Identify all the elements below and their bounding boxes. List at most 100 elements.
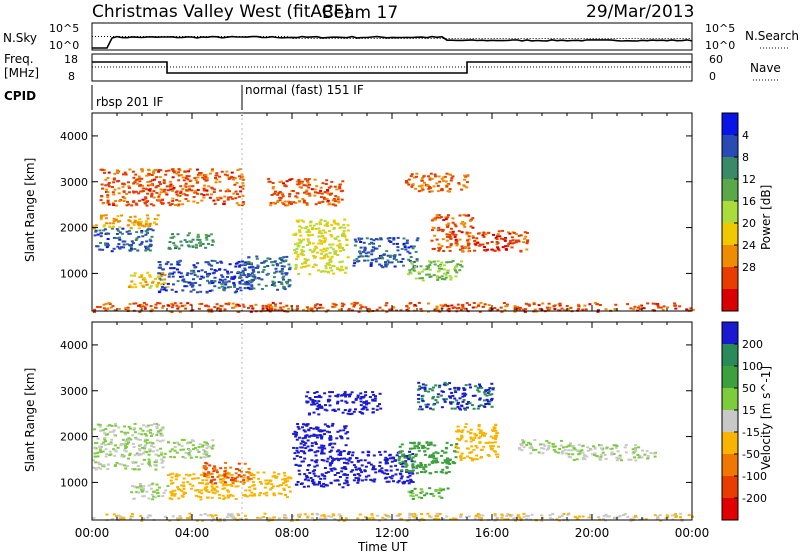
power-cell [497, 230, 501, 233]
power-cell [236, 303, 240, 306]
power-cell [147, 173, 151, 176]
power-cell [177, 174, 181, 177]
velocity-cell [119, 517, 123, 520]
velocity-cell [185, 517, 189, 520]
velocity-cell [160, 458, 164, 461]
velocity-cell [339, 517, 343, 520]
velocity-cell [665, 514, 669, 517]
colorbar-swatch [722, 179, 738, 202]
power-cell [268, 257, 272, 260]
velocity-region-14 [417, 381, 495, 411]
power-cell [174, 290, 178, 293]
velocity-cell [323, 467, 327, 469]
velocity-cell [145, 442, 149, 445]
power-cell [337, 308, 341, 311]
velocity-cell [420, 517, 424, 520]
power-cell [133, 181, 137, 184]
velocity-cell [211, 491, 215, 494]
velocity-cell [520, 449, 524, 452]
velocity-cell [171, 515, 175, 518]
velocity-cell [302, 485, 306, 488]
power-cell [524, 235, 528, 238]
velocity-cell [315, 459, 319, 462]
power-cell [175, 245, 179, 248]
velocity-cell [371, 391, 375, 394]
power-cell [372, 242, 376, 245]
power-cell [294, 233, 298, 236]
velocity-cell [615, 456, 619, 459]
power-cell [230, 271, 233, 274]
power-cell [359, 241, 363, 243]
power-cell [266, 265, 270, 267]
velocity-cell [159, 429, 163, 431]
velocity-cell [150, 433, 154, 435]
velocity-cell [588, 516, 592, 519]
power-cell [272, 192, 276, 195]
power-cell [219, 304, 223, 307]
velocity-cell [317, 406, 321, 409]
velocity-cell [283, 474, 287, 477]
velocity-cell [321, 518, 325, 521]
velocity-cell [586, 446, 590, 449]
velocity-cell [462, 389, 466, 391]
velocity-cell [431, 386, 435, 389]
power-cell [463, 307, 467, 310]
velocity-cell [237, 462, 241, 465]
power-cell [242, 203, 245, 205]
velocity-cell [449, 444, 453, 447]
power-cell [328, 193, 332, 196]
power-cell [268, 307, 272, 310]
velocity-cell [336, 479, 340, 482]
power-cell [194, 179, 198, 182]
power-cell [313, 263, 317, 266]
power-cell [370, 249, 374, 252]
power-cell [199, 290, 203, 293]
velocity-cell [373, 399, 377, 402]
power-cell [357, 310, 361, 313]
velocity-cell [655, 517, 659, 520]
power-cell [422, 268, 426, 271]
velocity-cell [140, 489, 144, 491]
velocity-cell [562, 446, 565, 449]
velocity-cell [351, 401, 355, 404]
power-cell [244, 283, 248, 286]
power-cell [472, 302, 476, 304]
power-cell [334, 222, 338, 225]
power-cell [106, 200, 110, 203]
power-cell [186, 302, 190, 305]
velocity-cell [340, 436, 343, 439]
velocity-cell [213, 468, 217, 471]
power-cell [112, 247, 116, 250]
velocity-cell [490, 405, 494, 408]
velocity-cell [627, 458, 631, 461]
velocity-cell [548, 514, 552, 517]
velocity-cell [419, 463, 423, 466]
velocity-cell [221, 484, 225, 487]
velocity-cell [197, 446, 201, 449]
power-cell [252, 279, 255, 281]
power-cell [417, 185, 421, 188]
velocity-cell [540, 514, 544, 517]
power-cell [331, 265, 335, 268]
power-cell [204, 175, 208, 178]
power-cell [347, 308, 351, 310]
power-cell [237, 204, 241, 207]
velocity-cell [352, 479, 356, 482]
velocity-cell [316, 450, 320, 453]
power-cell [328, 230, 331, 233]
velocity-cell [297, 427, 301, 430]
power-cell [326, 247, 329, 250]
velocity-cell [465, 447, 469, 450]
power-cell [148, 249, 152, 252]
power-region-3 [157, 259, 255, 294]
power-cell [429, 172, 433, 175]
velocity-cell [311, 399, 315, 401]
velocity-cell [337, 459, 341, 462]
power-cell [463, 174, 467, 177]
power-cell [402, 237, 406, 240]
velocity-cell [310, 459, 314, 462]
velocity-cell [259, 516, 263, 519]
power-cell [104, 302, 108, 305]
nave-label: Nave [750, 61, 781, 75]
velocity-cell [449, 402, 453, 405]
